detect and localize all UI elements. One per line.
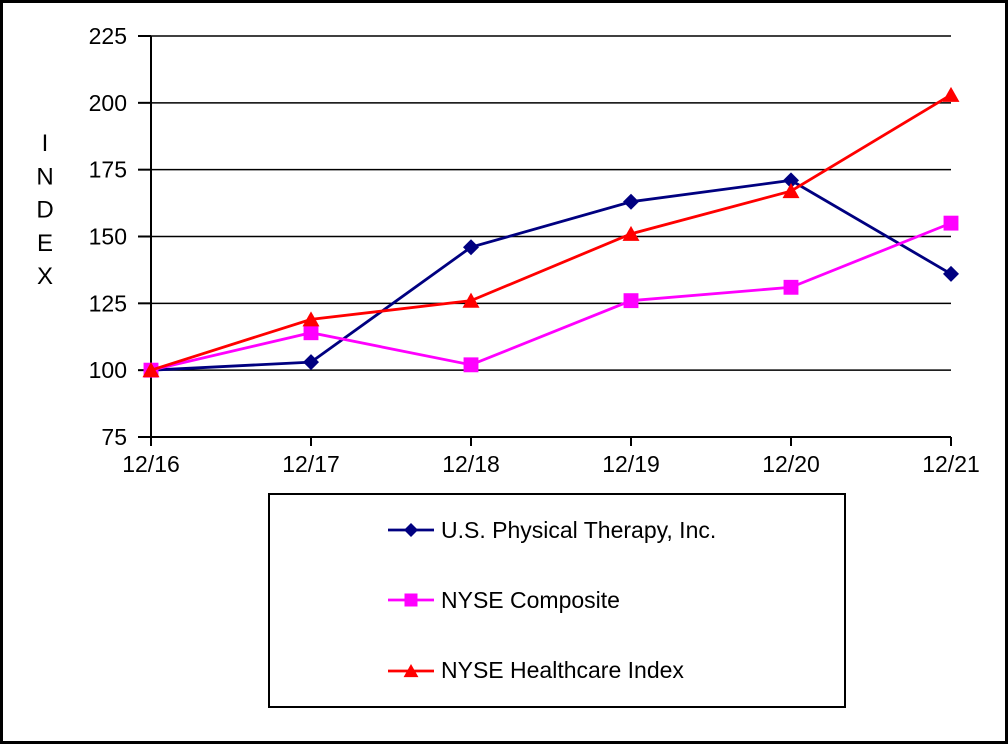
- legend-label: NYSE Composite: [441, 586, 620, 613]
- x-tick-label: 12/21: [922, 451, 980, 477]
- y-axis-title-letter: D: [36, 197, 53, 224]
- legend-item: NYSE Composite: [388, 586, 844, 613]
- legend-item: NYSE Healthcare Index: [388, 659, 844, 682]
- y-axis-title-letter: E: [37, 230, 53, 257]
- series-line-nyse-healthcare-index: [150, 93, 952, 372]
- triangle-marker: [302, 311, 320, 327]
- x-tick-label: 12/19: [602, 451, 660, 477]
- square-marker: [303, 325, 319, 341]
- y-tick-label: 200: [89, 90, 127, 116]
- legend-square-marker: [404, 593, 418, 607]
- series-line-nyse-composite: [150, 221, 952, 372]
- diamond-marker: [783, 172, 799, 189]
- y-axis-title-letter: N: [36, 163, 53, 190]
- legend-item: U.S. Physical Therapy, Inc.: [388, 516, 844, 543]
- axes: [138, 35, 952, 446]
- x-axis-labels: 12/16 12/17 12/18 12/19 12/20 12/21: [122, 451, 980, 477]
- y-axis-labels: 225 200 175 150 125 100 75: [89, 23, 127, 450]
- triangle-marker: [462, 292, 480, 308]
- series-nyse-healthcare-index: [142, 86, 960, 378]
- square-marker: [623, 293, 639, 309]
- legend-triangle-icon: [388, 663, 434, 677]
- series-nyse-composite: [143, 215, 959, 378]
- legend-diamond-icon: [388, 523, 434, 538]
- y-tick-label: 225: [89, 23, 127, 49]
- y-tick-label: 175: [89, 157, 127, 183]
- legend-label: NYSE Healthcare Index: [441, 657, 684, 684]
- square-marker: [783, 279, 799, 295]
- y-axis-title-letter: X: [37, 263, 53, 290]
- legend-triangle-marker: [403, 663, 419, 677]
- triangle-marker: [942, 86, 960, 102]
- y-tick-label: 75: [101, 424, 127, 450]
- x-tick-label: 12/20: [762, 451, 820, 477]
- legend-square-icon: [388, 593, 434, 607]
- triangle-marker: [782, 183, 800, 199]
- diamond-marker: [463, 239, 479, 256]
- y-tick-label: 125: [89, 290, 127, 316]
- x-tick-label: 12/17: [282, 451, 340, 477]
- gridlines: [151, 35, 951, 438]
- x-tick-label: 12/16: [122, 451, 180, 477]
- series-line-u-s-physical-therapy-inc: [150, 178, 952, 372]
- x-tick-label: 12/18: [442, 451, 500, 477]
- y-tick-label: 100: [89, 357, 127, 383]
- diamond-marker: [943, 265, 959, 282]
- legend-diamond-marker: [404, 523, 418, 538]
- legend: U.S. Physical Therapy, Inc. NYSE Composit…: [268, 493, 846, 708]
- square-marker: [943, 215, 959, 231]
- square-marker: [463, 357, 479, 373]
- series-u-s-physical-therapy-inc: [143, 172, 959, 379]
- triangle-marker: [622, 225, 640, 241]
- diamond-marker: [623, 193, 639, 210]
- triangle-marker: [142, 362, 160, 378]
- y-tick-label: 150: [89, 224, 127, 250]
- y-axis-title-letter: I: [42, 130, 49, 157]
- legend-label: U.S. Physical Therapy, Inc.: [441, 516, 717, 543]
- diamond-marker: [303, 354, 319, 371]
